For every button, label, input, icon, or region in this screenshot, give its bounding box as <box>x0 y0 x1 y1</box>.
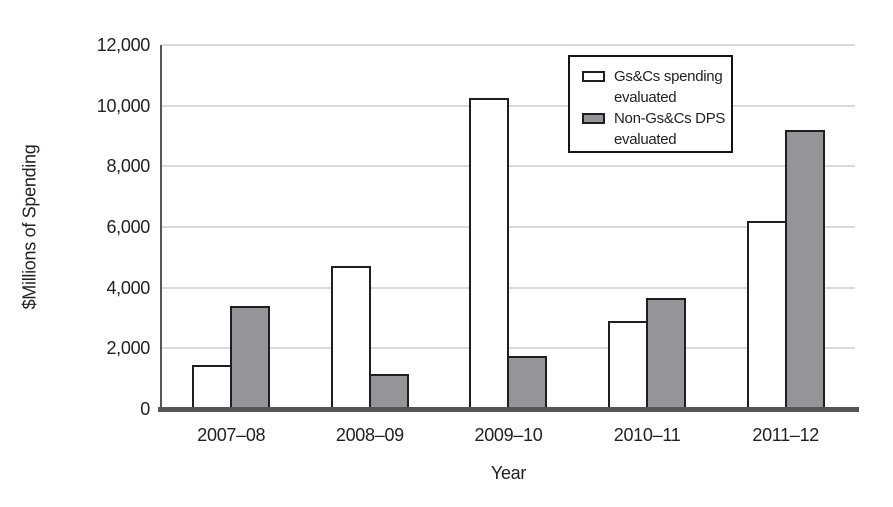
bar-non-gscs-2009-10 <box>507 356 548 409</box>
y-tick-2000: 2,000 <box>106 338 150 359</box>
x-axis-title: Year <box>490 463 527 483</box>
legend-swatch-non-gscs <box>582 113 605 124</box>
legend-entry-non-gscs: Non-Gs&Cs DPS evaluated <box>582 108 731 150</box>
y-tick-8000: 8,000 <box>106 156 150 177</box>
legend-entry-gscs: Gs&Cs spending evaluated <box>582 66 731 108</box>
legend-swatch-gscs <box>582 71 605 82</box>
y-tick-4000: 4,000 <box>106 277 150 298</box>
bar-gscs-2010-11 <box>608 321 649 409</box>
y-tick-6000: 6,000 <box>106 217 150 237</box>
legend-label-gscs: Gs&Cs spending evaluated <box>614 68 723 106</box>
bar-gscs-2009-10 <box>469 98 510 409</box>
x-tick-2010-11: 2010–11 <box>613 425 681 445</box>
y-tick-12000: 12,000 <box>96 35 151 55</box>
bar-gscs-2007-08 <box>192 365 233 409</box>
plot-area <box>158 44 859 412</box>
bar-non-gscs-2008-09 <box>368 374 409 409</box>
x-tick-2011-12: 2011–12 <box>752 425 819 445</box>
x-tick-2007-08: 2007–08 <box>197 425 266 445</box>
x-tick-2009-10: 2009–10 <box>474 425 543 445</box>
bar-non-gscs-2007-08 <box>230 306 271 409</box>
gridline-12000 <box>162 44 855 46</box>
legend-label-non-gscs: Non-Gs&Cs DPS evaluated <box>614 110 726 148</box>
bar-group-2009-10 <box>439 98 578 409</box>
y-tick-10000: 10,000 <box>96 95 151 116</box>
bar-group-2008-09 <box>301 266 440 409</box>
y-axis-title: $Millions of Spending <box>19 144 40 310</box>
bar-group-2011-12 <box>716 130 855 409</box>
y-axis-line <box>160 45 162 411</box>
bar-non-gscs-2010-11 <box>646 298 687 409</box>
x-tick-2008-09: 2008–09 <box>335 425 404 445</box>
x-axis-line <box>158 407 859 412</box>
bar-gscs-2008-09 <box>330 266 371 409</box>
y-tick-0: 0 <box>140 399 150 419</box>
legend: Gs&Cs spending evaluated Non-Gs&Cs DPS e… <box>568 55 733 153</box>
bar-group-2010-11 <box>578 298 717 409</box>
bar-group-2007-08 <box>162 306 301 409</box>
bar-non-gscs-2011-12 <box>784 130 825 409</box>
bar-gscs-2011-12 <box>746 221 787 409</box>
